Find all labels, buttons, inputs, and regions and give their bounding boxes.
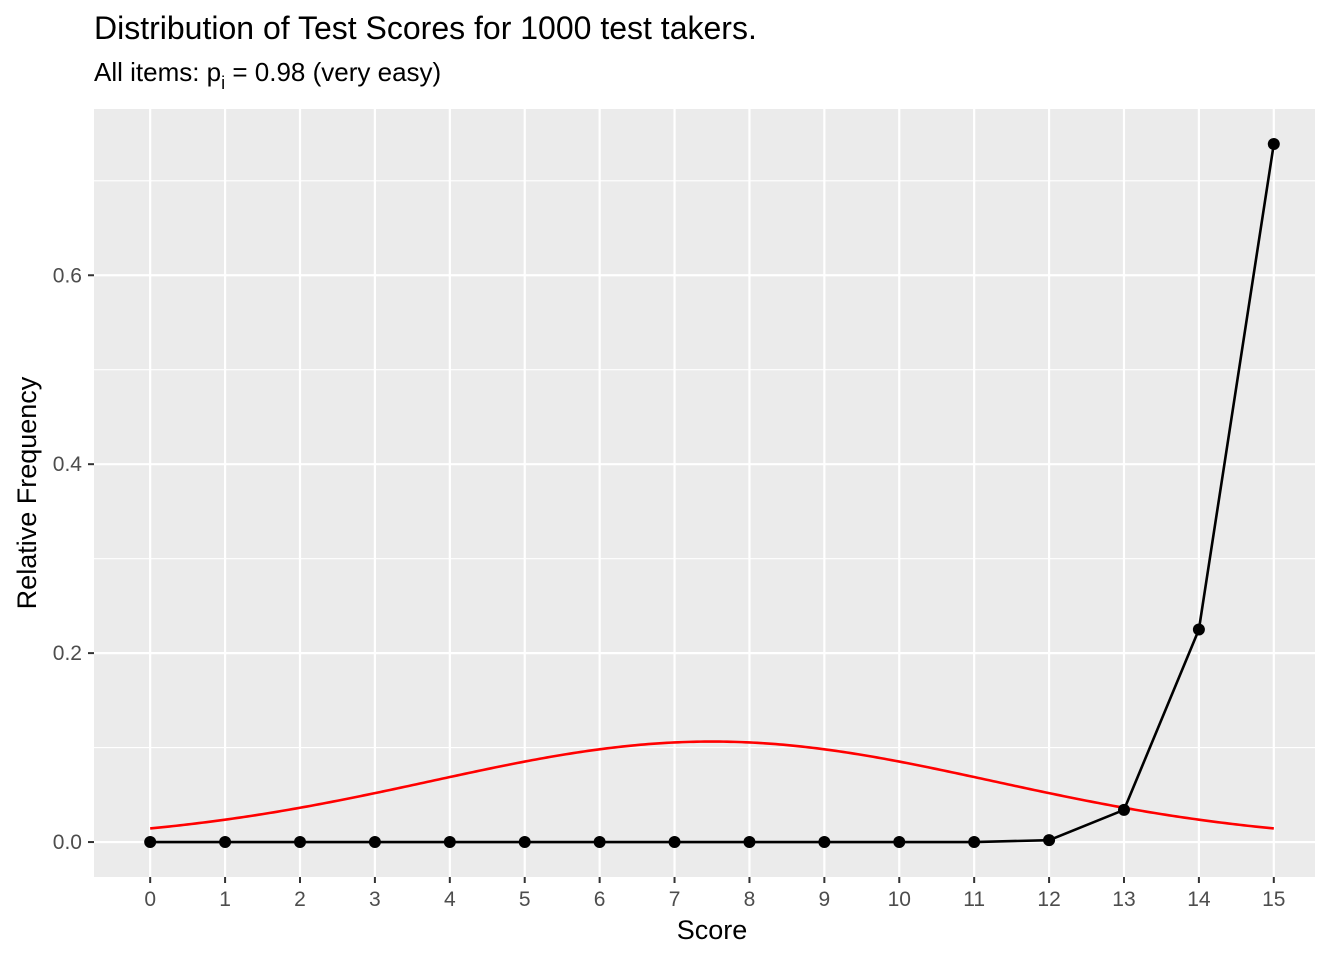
y-tick-label-0.4: 0.4 bbox=[53, 453, 83, 476]
x-tick-label-3: 3 bbox=[369, 888, 381, 911]
x-tick-label-15: 15 bbox=[1262, 888, 1285, 911]
y-tick-label-0.0: 0.0 bbox=[53, 831, 82, 854]
subtitle-subscript: i bbox=[221, 73, 225, 93]
y-tick-label-0.2: 0.2 bbox=[53, 642, 82, 665]
data-point-3 bbox=[368, 836, 381, 849]
x-tick-label-5: 5 bbox=[519, 888, 531, 911]
x-tick-label-1: 1 bbox=[219, 888, 231, 911]
data-point-14 bbox=[1192, 623, 1205, 636]
data-point-4 bbox=[443, 836, 456, 849]
y-axis-title: Relative Frequency bbox=[12, 376, 42, 609]
data-point-7 bbox=[668, 836, 681, 849]
chart-subtitle: All items: pi = 0.98 (very easy) bbox=[94, 57, 441, 93]
plot-panel bbox=[94, 109, 1315, 877]
data-point-11 bbox=[968, 836, 981, 849]
x-tick-label-13: 13 bbox=[1112, 888, 1135, 911]
data-point-9 bbox=[818, 836, 831, 849]
observed-line bbox=[150, 143, 1276, 844]
x-tick-label-12: 12 bbox=[1037, 888, 1060, 911]
x-tick-label-7: 7 bbox=[669, 888, 681, 911]
data-point-10 bbox=[893, 836, 906, 849]
data-point-15 bbox=[1267, 137, 1280, 150]
x-tick-label-0: 0 bbox=[144, 888, 156, 911]
x-tick-label-6: 6 bbox=[594, 888, 606, 911]
data-point-0 bbox=[144, 836, 157, 849]
data-point-8 bbox=[743, 836, 756, 849]
y-tick-label-0.6: 0.6 bbox=[53, 264, 82, 287]
data-point-12 bbox=[1043, 834, 1056, 847]
data-point-6 bbox=[593, 836, 606, 849]
x-tick-label-2: 2 bbox=[294, 888, 306, 911]
x-tick-label-8: 8 bbox=[744, 888, 756, 911]
axis-ticks bbox=[88, 274, 1275, 883]
normal-curve bbox=[150, 740, 1274, 830]
x-tick-label-11: 11 bbox=[963, 888, 985, 911]
data-point-13 bbox=[1117, 803, 1130, 816]
chart-title: Distribution of Test Scores for 1000 tes… bbox=[94, 10, 757, 46]
tick-labels: 0 1 2 3 4 5 6 7 8 9 10 11 12 13 14 150.00.20.40.6 bbox=[53, 264, 1286, 911]
x-tick-label-9: 9 bbox=[819, 888, 831, 911]
x-tick-label-10: 10 bbox=[888, 888, 911, 911]
data-point-5 bbox=[518, 836, 531, 849]
grid-minor bbox=[94, 180, 1315, 749]
x-tick-label-4: 4 bbox=[444, 888, 456, 911]
data-point-2 bbox=[293, 836, 306, 849]
data-point-1 bbox=[219, 836, 232, 849]
series-layer bbox=[144, 137, 1280, 849]
x-axis-title: Score bbox=[677, 915, 748, 945]
x-tick-label-14: 14 bbox=[1187, 888, 1211, 911]
